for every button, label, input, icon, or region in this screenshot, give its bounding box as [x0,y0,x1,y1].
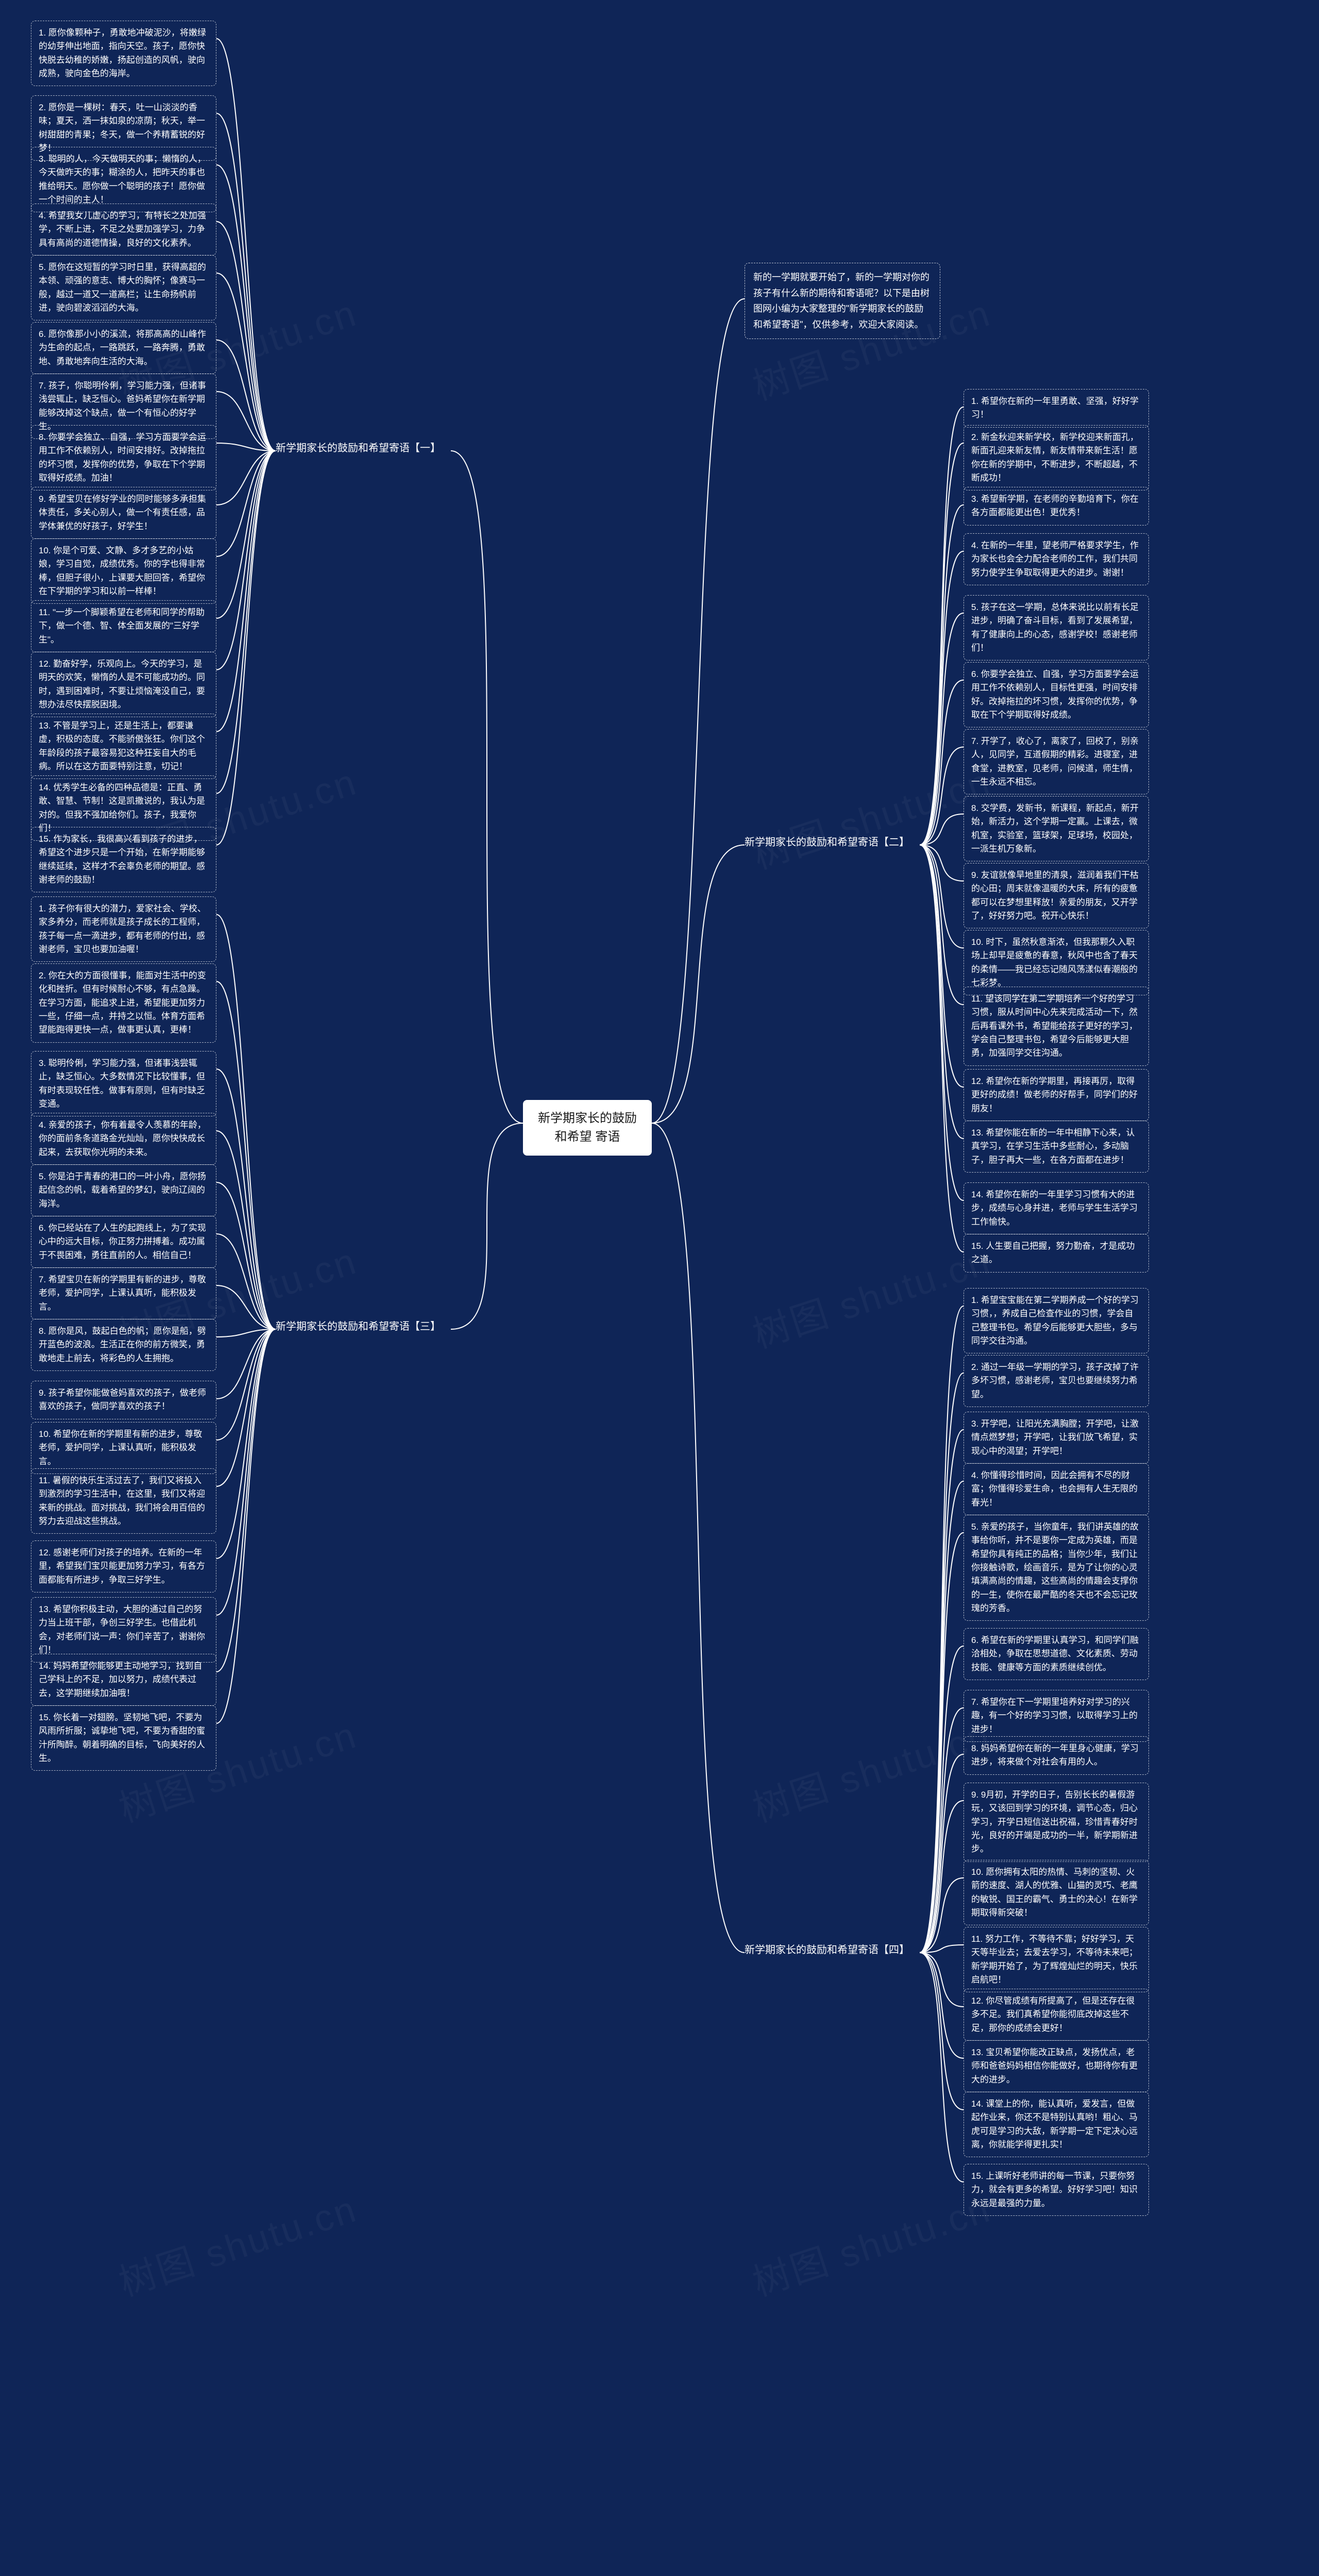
leaf-item: 3. 聪明伶俐，学习能力强，但诸事浅尝辄止，缺乏恒心。大多数情况下比较懂事，但有… [31,1051,216,1116]
leaf-item: 13. 不管是学习上，还是生活上，都要谦虚，积极的态度。不能骄傲张狂。你们这个年… [31,714,216,779]
branch-label: 新学期家长的鼓励和希望寄语【三】 [276,1319,451,1334]
leaf-item: 2. 你在大的方面很懂事，能面对生活中的变化和挫折。但有时候耐心不够，有点急躁。… [31,963,216,1043]
leaf-item: 9. 友谊就像旱地里的清泉，滋润着我们干枯的心田；周末就像温暖的大床，所有的疲惫… [963,863,1149,928]
leaf-item: 8. 妈妈希望你在新的一年里身心健康，学习进步，将来做个对社会有用的人。 [963,1736,1149,1775]
leaf-item: 10. 愿你拥有太阳的热情、马刺的坚韧、火箭的速度、湖人的优雅、山猫的灵巧、老鹰… [963,1860,1149,1925]
leaf-item: 14. 妈妈希望你能够更主动地学习，找到自己学科上的不足，加以努力，成绩代表过去… [31,1654,216,1706]
leaf-item: 1. 孩子你有很大的潜力，爱家社会、学校、家多养分，而老师就是孩子成长的工程师，… [31,896,216,962]
leaf-item: 7. 开学了，收心了，离家了，回校了，别亲人，见同学，互道假期的精彩。进寝室，进… [963,729,1149,794]
leaf-item: 5. 愿你在这短暂的学习时日里，获得高超的本领、顽强的意志、博大的胸怀；像赛马一… [31,255,216,320]
leaf-item: 2. 通过一年级一学期的学习，孩子改掉了许多坏习惯，感谢老师，宝贝也要继续努力希… [963,1355,1149,1407]
leaf-item: 1. 希望宝宝能在第二学期养成一个好的学习习惯，，养成自己检查作业的习惯，学会自… [963,1288,1149,1353]
leaf-item: 12. 希望你在新的学期里，再接再厉，取得更好的成绩！做老师的好帮手，同学们的好… [963,1069,1149,1121]
leaf-item: 10. 你是个可爱、文静、多才多艺的小姑娘，学习自觉，成绩优秀。你的字也得非常棒… [31,538,216,604]
leaf-item: 8. 你要学会独立、自强，学习方面要学会运用工作不依赖别人，时间安排好。改掉拖拉… [31,425,216,490]
leaf-item: 13. 希望你能在新的一年中相静下心来，认真学习，在学习生活中多些耐心，多动脑子… [963,1121,1149,1173]
leaf-item: 10. 希望你在新的学期里有新的进步，尊敬老师，爱护同学，上课认真听，能积极发言… [31,1422,216,1474]
leaf-item: 6. 你要学会独立、自强，学习方面要学会运用工作不依赖别人，目标性更强，时间安排… [963,662,1149,727]
leaf-item: 4. 在新的一年里，望老师严格要求学生，作为家长也会全力配合老师的工作，我们共同… [963,533,1149,585]
leaf-item: 2. 新金秋迎来新学校，新学校迎来新面孔，新面孔迎来新友情，新友情带来新生活！愿… [963,425,1149,490]
leaf-item: 15. 人生要自己把握，努力勤奋，才是成功之道。 [963,1234,1149,1273]
watermark: 树图 shutu.cn [745,751,997,879]
watermark: 树图 shutu.cn [111,2178,363,2306]
leaf-item: 1. 希望你在新的一年里勇敢、坚强，好好学习！ [963,389,1149,428]
leaf-item: 7. 希望宝贝在新的学期里有新的进步，尊敬老师，爱护同学，上课认真听，能积极发言… [31,1267,216,1319]
watermark: 树图 shutu.cn [745,1704,997,1832]
leaf-item: 8. 交学费，发新书，新课程，新起点，新开始，新活力，这个学期一定赢。上课去，微… [963,796,1149,861]
leaf-item: 1. 愿你像颗种子，勇敢地冲破泥沙，将嫩绿的幼芽伸出地面，指向天空。孩子，愿你快… [31,21,216,86]
leaf-item: 9. 希望宝贝在修好学业的同时能够多承担集体责任，多关心别人，做一个有责任感，品… [31,487,216,539]
leaf-item: 15. 你长着一对翅膀。坚韧地飞吧，不要为风雨所折服；诚挚地飞吧，不要为香甜的蜜… [31,1705,216,1771]
leaf-item: 11. "一步一个脚颖希望在老师和同学的帮助下，做一个德、智、体全面发展的"三好… [31,600,216,652]
leaf-item: 5. 孩子在这一学期，总体来说比以前有长足进步，明确了奋斗目标，看到了发展希望，… [963,595,1149,660]
leaf-item: 10. 时下，虽然秋意渐浓，但我那颗久入职场上却早是疲惫的春意，秋风中也含了春天… [963,930,1149,995]
leaf-item: 4. 希望我女儿虚心的学习，有特长之处加强学，不断上进，不足之处要加强学习，力争… [31,204,216,256]
leaf-item: 13. 宝贝希望你能改正缺点，发扬优点，老师和爸爸妈妈相信你能做好，也期待你有更… [963,2040,1149,2092]
root-node: 新学期家长的鼓励和希望 寄语 [523,1100,652,1156]
leaf-item: 12. 感谢老师们对孩子的培养。在新的一年里，希望我们宝贝能更加努力学习，有各方… [31,1540,216,1592]
leaf-item: 6. 愿你像那小小的溪流，将那高高的山峰作为生命的起点，一路跳跃，一路奔腾，勇敢… [31,322,216,374]
leaf-item: 5. 你是泊于青春的港口的一叶小舟，愿你扬起信念的帆，载着希望的梦幻，驶向辽阔的… [31,1164,216,1216]
branch-label: 新学期家长的鼓励和希望寄语【四】 [745,1942,920,1958]
leaf-item: 12. 勤奋好学，乐观向上。今天的学习，是明天的欢笑，懒惰的人是不可能成功的。同… [31,652,216,717]
leaf-item: 12. 你尽管成绩有所提高了，但是还存在很多不足。我们真希望你能彻底改掉这些不足… [963,1989,1149,2041]
leaf-item: 14. 希望你在新的一年里学习习惯有大的进步，成绩与心身并进，老师与学生生活学习… [963,1182,1149,1234]
leaf-item: 3. 开学吧，让阳光充满胸膛；开学吧，让激情点燃梦想；开学吧，让我们放飞希望，实… [963,1412,1149,1464]
leaf-item: 11. 暑假的快乐生活过去了，我们又将投入到激烈的学习生活中，在这里，我们又将迎… [31,1468,216,1534]
branch-label: 新学期家长的鼓励和希望寄语【二】 [745,835,920,850]
leaf-item: 11. 努力工作，不等待不靠；好好学习，天天等毕业去；去爱去学习，不等待未来吧；… [963,1927,1149,1992]
leaf-item: 11. 望该同学在第二学期培养一个好的学习习惯，服从时间中心先来完成活动一下，然… [963,987,1149,1066]
leaf-item: 6. 你已经站在了人生的起跑线上，为了实现心中的远大目标，你正努力拼搏着。成功属… [31,1216,216,1268]
intro-text: 新的一学期就要开始了，新的一学期对你的孩子有什么新的期待和寄语呢？以下是由树图网… [745,263,940,339]
leaf-item: 15. 上课听好老师讲的每一节课，只要你努力，就会有更多的希望。好好学习吧！知识… [963,2164,1149,2216]
leaf-item: 9. 9月初，开学的日子，告别长长的暑假游玩，又该回到学习的环境，调节心态，归心… [963,1783,1149,1862]
leaf-item: 15. 作为家长，我很高兴看到孩子的进步，希望这个进步只是一个开始，在新学期能够… [31,827,216,892]
watermark: 树图 shutu.cn [745,1230,997,1358]
leaf-item: 8. 愿你是风，鼓起白色的帆；愿你是船，劈开蓝色的波浪。生活正在你的前方微笑，勇… [31,1319,216,1371]
leaf-item: 13. 希望你积极主动，大胆的通过自己的努力当上班干部，争创三好学生。也借此机会… [31,1597,216,1663]
leaf-item: 5. 亲爱的孩子，当你童年，我们讲英雄的故事给你听，并不是要你一定成为英雄，而是… [963,1515,1149,1621]
leaf-item: 7. 希望你在下一学期里培养好对学习的兴趣，有一个好的学习习惯，以取得学习上的进… [963,1690,1149,1742]
watermark: 树图 shutu.cn [745,2178,997,2306]
leaf-item: 3. 希望新学期，在老师的辛勤培育下，你在各方面都能更出色！更优秀！ [963,487,1149,526]
leaf-item: 3. 聪明的人，今天做明天的事；懒惰的人，今天做昨天的事；糊涂的人，把昨天的事也… [31,147,216,212]
leaf-item: 4. 你懂得珍惜时间，因此会拥有不尽的财富；你懂得珍爱生命，也会拥有人生无限的春… [963,1463,1149,1515]
leaf-item: 4. 亲爱的孩子，你有着最令人羡慕的年龄，你的面前条条道路金光灿灿，愿你快快成长… [31,1113,216,1165]
leaf-item: 14. 课堂上的你，能认真听，爱发言，但做起作业来，你还不是特别认真哟！粗心、马… [963,2092,1149,2157]
leaf-item: 6. 希望在新的学期里认真学习，和同学们融洽相处，争取在思想道德、文化素质、劳动… [963,1628,1149,1680]
leaf-item: 9. 孩子希望你能做爸妈喜欢的孩子，做老师喜欢的孩子，做同学喜欢的孩子！ [31,1381,216,1419]
branch-label: 新学期家长的鼓励和希望寄语【一】 [276,440,451,456]
